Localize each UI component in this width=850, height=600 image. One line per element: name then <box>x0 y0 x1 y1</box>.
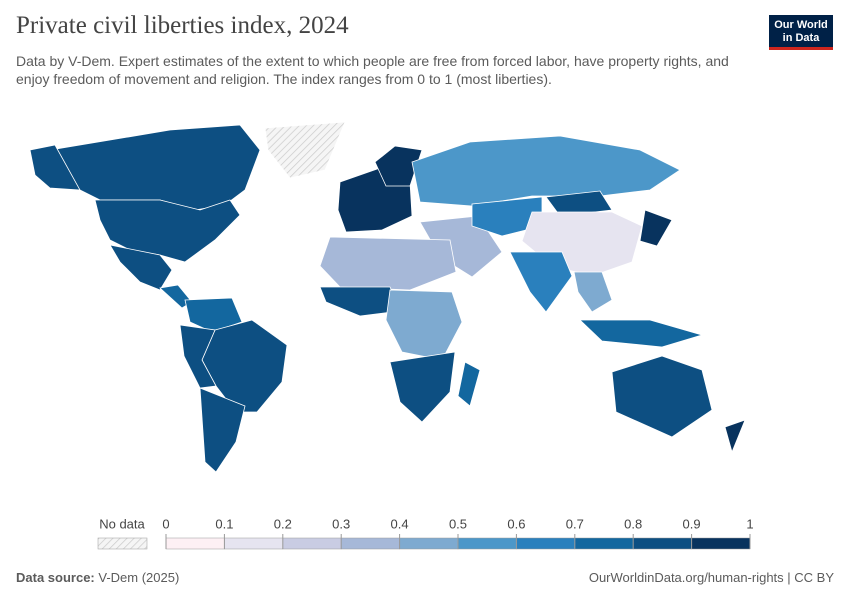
legend-tick-label: 0.4 <box>391 516 409 531</box>
legend-tick-label: 0.2 <box>274 516 292 531</box>
country <box>545 190 613 217</box>
legend-tick-label: 0.7 <box>566 516 584 531</box>
country <box>199 387 246 473</box>
country <box>49 124 261 211</box>
source-label: Data source: <box>16 570 95 585</box>
country <box>611 355 713 438</box>
country <box>579 319 704 348</box>
title: Private civil liberties index, 2024 <box>16 12 349 39</box>
legend-bin <box>457 537 517 550</box>
country <box>29 144 81 191</box>
legend-bin <box>224 537 284 550</box>
country <box>109 244 173 291</box>
license[interactable]: OurWorldinData.org/human-rights | CC BY <box>588 570 834 585</box>
legend-bin <box>516 537 576 550</box>
country <box>639 209 673 247</box>
logo-line: Our World <box>774 19 828 31</box>
legend-bin <box>340 537 400 550</box>
logo-line: in Data <box>782 32 820 44</box>
no-data-label: No data <box>99 516 145 531</box>
country <box>509 251 573 313</box>
country <box>319 236 457 291</box>
country <box>411 135 681 207</box>
legend-tick-label: 0.6 <box>507 516 525 531</box>
source-text[interactable]: V-Dem (2025) <box>98 570 180 585</box>
legend-tick-label: 0.3 <box>332 516 350 531</box>
country <box>389 351 456 423</box>
legend-tick-label: 0.1 <box>215 516 233 531</box>
no-data-swatch <box>97 537 148 550</box>
country <box>94 199 241 263</box>
country <box>724 419 746 454</box>
legend-bin <box>691 537 751 550</box>
source: Data source: V-Dem (2025) <box>16 570 179 585</box>
country <box>385 289 463 361</box>
country <box>264 121 346 179</box>
legend-tick-label: 0.8 <box>624 516 642 531</box>
legend-bin <box>282 537 342 550</box>
country <box>471 196 543 237</box>
legend-bin <box>165 537 225 550</box>
legend-tick-label: 0.5 <box>449 516 467 531</box>
country <box>319 286 401 317</box>
legend-bin <box>399 537 459 550</box>
legend-bin <box>632 537 692 550</box>
legend-tick-label: 0.9 <box>683 516 701 531</box>
country <box>179 324 217 389</box>
country <box>457 361 481 407</box>
country <box>573 271 613 313</box>
logo[interactable]: Our World in Data <box>769 15 833 50</box>
legend-bin <box>574 537 634 550</box>
legend-tick-label: 1 <box>746 516 753 531</box>
subtitle: Data by V-Dem. Expert estimates of the e… <box>16 53 729 87</box>
legend-tick-label: 0 <box>162 516 169 531</box>
